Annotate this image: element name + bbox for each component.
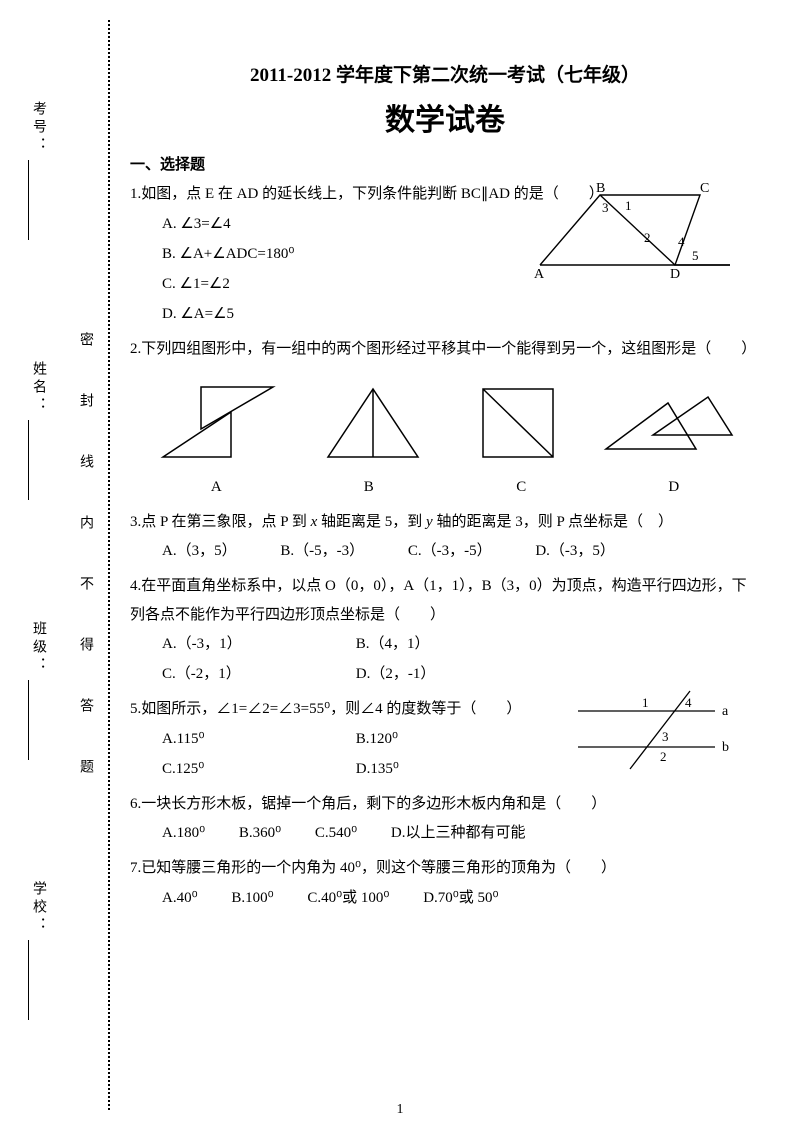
svg-text:D: D bbox=[670, 267, 680, 280]
option-c: C. ∠1=∠2 bbox=[162, 269, 430, 299]
svg-text:b: b bbox=[722, 740, 729, 755]
field-name: 姓名： bbox=[28, 361, 48, 500]
write-line bbox=[28, 420, 29, 500]
option-a: A.180⁰ bbox=[162, 818, 205, 848]
q2-figures bbox=[130, 377, 760, 467]
options: A. ∠3=∠4 B. ∠A+∠ADC=180⁰ C. ∠1=∠2 D. ∠A=… bbox=[130, 209, 430, 329]
option-a: A.115⁰ bbox=[162, 724, 312, 754]
student-info-column: 学校： 班级： 姓名： 考号： bbox=[28, 40, 48, 1080]
seal-warning: 密 封 线 内 不 得 答 题 bbox=[75, 332, 95, 789]
exam-title: 数学试卷 bbox=[130, 95, 760, 139]
field-label: 考号： bbox=[28, 101, 48, 155]
option-b: B.（4，1） bbox=[356, 629, 430, 659]
options-row2: C.（-2，1） D.（2，-1） bbox=[130, 659, 760, 689]
seal-dotted-line bbox=[108, 20, 110, 1110]
option-d: D.（2，-1） bbox=[356, 659, 436, 689]
options: A.40⁰ B.100⁰ C.40⁰或 100⁰ D.70⁰或 50⁰ bbox=[130, 883, 760, 913]
option-c: C.40⁰或 100⁰ bbox=[307, 883, 389, 913]
stem-part: 轴距离是 5，到 bbox=[317, 514, 426, 530]
question-6: 6.一块长方形木板，锯掉一个角后，剩下的多边形木板内角和是（ ） A.180⁰ … bbox=[130, 790, 760, 849]
q1-figure: B C A D 1 2 3 4 5 bbox=[530, 180, 740, 291]
question-4: 4.在平面直角坐标系中，以点 O（0，0），A（1，1），B（3，0）为顶点，构… bbox=[130, 572, 760, 689]
option-d: D.70⁰或 50⁰ bbox=[423, 883, 498, 913]
field-label: 姓名： bbox=[28, 361, 48, 415]
write-line bbox=[28, 940, 29, 1020]
options-row1: A.（-3，1） B.（4，1） bbox=[130, 629, 760, 659]
option-b: B.（-5，-3） bbox=[280, 536, 364, 566]
option-a: A.（3，5） bbox=[162, 536, 237, 566]
option-c: C.（-2，1） bbox=[162, 659, 312, 689]
svg-text:1: 1 bbox=[625, 198, 632, 213]
field-label: 班级： bbox=[28, 621, 48, 675]
svg-text:4: 4 bbox=[678, 234, 685, 249]
option-b: B.120⁰ bbox=[356, 724, 398, 754]
options: A.180⁰ B.360⁰ C.540⁰ D.以上三种都有可能 bbox=[130, 818, 760, 848]
field-class: 班级： bbox=[28, 621, 48, 760]
label-b: B bbox=[304, 473, 434, 502]
q2-shape-b bbox=[308, 377, 438, 467]
binding-gutter: 学校： 班级： 姓名： 考号： 密 封 线 内 不 得 答 题 bbox=[0, 0, 120, 1132]
option-b: B. ∠A+∠ADC=180⁰ bbox=[162, 239, 430, 269]
write-line bbox=[28, 680, 29, 760]
field-school: 学校： bbox=[28, 881, 48, 1020]
q2-shape-a bbox=[153, 377, 283, 467]
question-3: 3.点 P 在第三象限，点 P 到 x 轴距离是 5，到 y 轴的距离是 3，则… bbox=[130, 508, 760, 567]
svg-text:a: a bbox=[722, 704, 729, 719]
question-stem: 7.已知等腰三角形的一个内角为 40⁰，则这个等腰三角形的顶角为（ ） bbox=[130, 854, 760, 883]
exam-page: 学校： 班级： 姓名： 考号： 密 封 线 内 不 得 答 题 2011-201… bbox=[0, 0, 800, 1132]
label-a: A bbox=[151, 473, 281, 502]
field-label: 学校： bbox=[28, 881, 48, 935]
q2-shape-d bbox=[598, 377, 738, 467]
question-5: 5.如图所示，∠1=∠2=∠3=55⁰，则∠4 的度数等于（ ） A.115⁰ … bbox=[130, 695, 760, 784]
q5-figure: 1 4 3 2 a b bbox=[570, 689, 740, 786]
option-a: A.（-3，1） bbox=[162, 629, 312, 659]
question-stem: 5.如图所示，∠1=∠2=∠3=55⁰，则∠4 的度数等于（ ） bbox=[130, 695, 560, 724]
option-c: C.540⁰ bbox=[315, 818, 357, 848]
option-b: B.100⁰ bbox=[231, 883, 273, 913]
svg-text:3: 3 bbox=[602, 200, 609, 215]
label-c: C bbox=[456, 473, 586, 502]
svg-text:A: A bbox=[534, 267, 545, 280]
svg-text:4: 4 bbox=[685, 695, 692, 710]
stem-part: 3.点 P 在第三象限，点 P 到 bbox=[130, 514, 311, 530]
question-stem: 6.一块长方形木板，锯掉一个角后，剩下的多边形木板内角和是（ ） bbox=[130, 790, 760, 819]
y-axis-var: y bbox=[426, 514, 433, 530]
seal-text-column: 密 封 线 内 不 得 答 题 bbox=[75, 40, 95, 1080]
option-d: D.135⁰ bbox=[356, 754, 399, 784]
label-d: D bbox=[609, 473, 739, 502]
option-b: B.360⁰ bbox=[239, 818, 281, 848]
svg-text:2: 2 bbox=[644, 230, 651, 245]
question-2: 2.下列四组图形中，有一组中的两个图形经过平移其中一个能得到另一个，这组图形是（… bbox=[130, 335, 760, 502]
question-stem: 4.在平面直角坐标系中，以点 O（0，0），A（1，1），B（3，0）为顶点，构… bbox=[130, 572, 760, 629]
option-c: C.（-3，-5） bbox=[408, 536, 492, 566]
option-d: D.以上三种都有可能 bbox=[391, 818, 526, 848]
svg-text:5: 5 bbox=[692, 248, 699, 263]
svg-text:1: 1 bbox=[642, 695, 649, 710]
question-1: 1.如图，点 E 在 AD 的延长线上，下列条件能判断 BC∥AD 的是（ ） … bbox=[130, 180, 760, 329]
q2-shape-c bbox=[463, 377, 573, 467]
stem-part: 轴的距离是 3，则 P 点坐标是（ ） bbox=[433, 514, 673, 530]
question-7: 7.已知等腰三角形的一个内角为 40⁰，则这个等腰三角形的顶角为（ ） A.40… bbox=[130, 854, 760, 913]
field-number: 考号： bbox=[28, 101, 48, 240]
svg-text:3: 3 bbox=[662, 729, 669, 744]
svg-text:B: B bbox=[596, 181, 605, 196]
exam-subtitle: 2011-2012 学年度下第二次统一考试（七年级） bbox=[130, 60, 760, 87]
page-number: 1 bbox=[0, 1102, 800, 1118]
write-line bbox=[28, 160, 29, 240]
option-a: A.40⁰ bbox=[162, 883, 198, 913]
section-heading: 一、选择题 bbox=[130, 153, 760, 174]
question-stem: 2.下列四组图形中，有一组中的两个图形经过平移其中一个能得到另一个，这组图形是（… bbox=[130, 335, 760, 364]
option-d: D.（-3，5） bbox=[535, 536, 615, 566]
q2-labels: A B C D bbox=[130, 473, 760, 502]
option-c: C.125⁰ bbox=[162, 754, 312, 784]
svg-text:C: C bbox=[700, 181, 709, 196]
options: A.（3，5） B.（-5，-3） C.（-3，-5） D.（-3，5） bbox=[130, 536, 760, 566]
svg-text:2: 2 bbox=[660, 749, 667, 764]
option-d: D. ∠A=∠5 bbox=[162, 299, 430, 329]
option-a: A. ∠3=∠4 bbox=[162, 209, 430, 239]
